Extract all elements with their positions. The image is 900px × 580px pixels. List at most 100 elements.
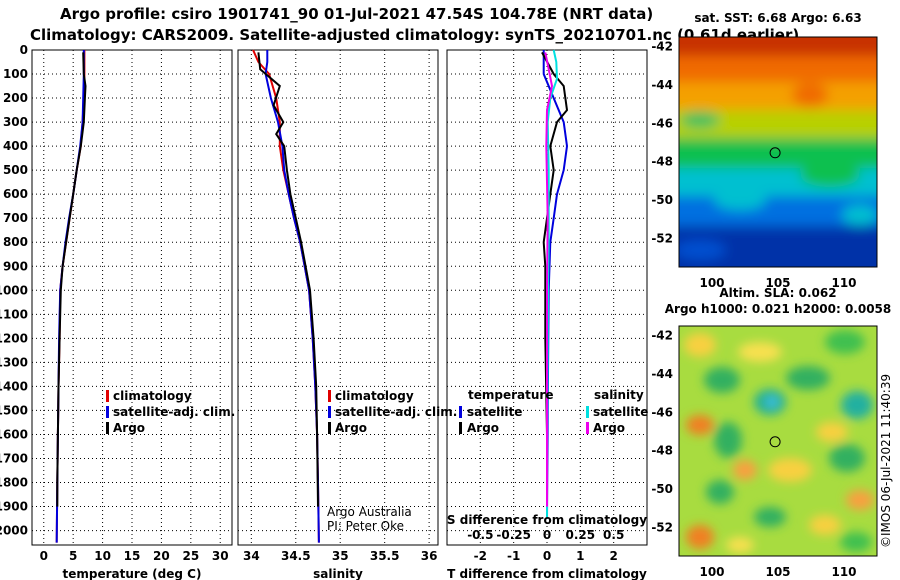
lon-tick-label: 105: [765, 565, 790, 579]
legend-label-climatology: climatology: [113, 389, 192, 403]
depth-tick-label: 1400: [0, 379, 28, 393]
depth-tick-label: 800: [3, 235, 28, 249]
legend-label-climatology: climatology: [335, 389, 414, 403]
temperature-axes-frame: [31, 49, 233, 546]
lat-tick-label: -46: [651, 405, 673, 419]
s-diff-tick-label: 0.5: [603, 528, 624, 542]
depth-tick-label: 1800: [0, 476, 28, 490]
difference-legend-temperature: temperature satellite Argo: [459, 388, 553, 435]
credit-line1: Argo Australia: [327, 505, 412, 519]
sst-lon-tick-labels: 100 105 110: [699, 276, 856, 290]
lat-tick-label: -48: [651, 444, 673, 458]
depth-tick-label: 100: [3, 67, 28, 81]
difference-panel: -2 -1 0 1 2 S difference from climatology -0…: [446, 49, 648, 580]
lat-tick-label: -42: [651, 40, 673, 54]
legend-marker-climatology: [106, 390, 109, 402]
figure-title-line2: Climatology: CARS2009. Satellite-adjuste…: [30, 26, 799, 44]
legend-heading-temperature: temperature: [468, 388, 553, 402]
depth-tick-labels: 0 100 200 300 400 500 600 700 800 900 1000 1100 1200…: [0, 43, 28, 538]
difference-lines: [541, 49, 569, 519]
lon-tick-label: 105: [765, 276, 790, 290]
s-diff-tick-label: 0.25: [566, 528, 596, 542]
x-tick-label: 34: [243, 549, 260, 563]
depth-tick-label: 200: [3, 91, 28, 105]
credit-line2: PI: Peter Oke: [327, 519, 404, 533]
x-tick-label: -2: [474, 549, 487, 563]
x-tick-label: 30: [212, 549, 229, 563]
x-tick-label: 15: [124, 549, 141, 563]
legend-marker-satellite: [106, 406, 109, 418]
x-tick-label: 2: [609, 549, 617, 563]
depth-tick-label: 1300: [0, 355, 28, 369]
x-tick-label: 5: [69, 549, 77, 563]
lat-tick-label: -48: [651, 155, 673, 169]
x-tick-label: 20: [153, 549, 170, 563]
temperature-panel: 0100200300400500600700800900100011001200…: [0, 43, 235, 580]
legend-marker-argo: [328, 422, 331, 434]
argo-location-marker: [769, 147, 781, 159]
sla-map-title-line1: Altim. SLA: 0.062: [719, 286, 836, 300]
legend-label-satellite: satellite-adj. clim.: [113, 405, 235, 419]
legend-marker-t-satellite: [459, 406, 462, 418]
salinity-grid: [238, 49, 438, 545]
temperature-tick-labels: 0 5 10 15 20 25 30: [40, 549, 229, 563]
x-tick-label: 35: [332, 549, 349, 563]
argo-location-marker: [769, 436, 781, 448]
lat-tick-label: -52: [651, 231, 673, 245]
x-tick-label: 25: [182, 549, 199, 563]
difference-legend-salinity: salinity satellite Argo: [586, 388, 648, 435]
series-line-argo: [257, 52, 319, 507]
series-line-salinity-argo: [544, 52, 554, 507]
salinity-xlabel: salinity: [313, 567, 363, 580]
depth-tick-label: 500: [3, 163, 28, 177]
x-tick-label: 0: [40, 549, 48, 563]
legend-marker-s-satellite: [586, 406, 589, 418]
sla-field: [679, 326, 877, 556]
legend-heading-salinity: salinity: [594, 388, 644, 402]
s-difference-label: S difference from climatology: [447, 513, 647, 527]
depth-tick-label: 600: [3, 187, 28, 201]
depth-tick-label: 0: [20, 43, 28, 57]
sst-lat-tick-labels: -42 -44 -46 -48 -50 -52: [651, 40, 673, 246]
series-line-temperature-argo: [541, 51, 569, 507]
sst-map-title: sat. SST: 6.68 Argo: 6.63: [694, 11, 861, 25]
legend-marker-climatology: [328, 390, 331, 402]
depth-tick-label: 1100: [0, 307, 28, 321]
s-difference-tick-labels: -0.5 -0.25 0 0.25 0.5: [467, 528, 624, 542]
temperature-xlabel: temperature (deg C): [63, 567, 202, 580]
sst-map-frame: [678, 36, 878, 268]
legend-marker-satellite: [328, 406, 331, 418]
depth-tick-label: 1700: [0, 451, 28, 465]
s-diff-tick-label: -0.25: [496, 528, 531, 542]
x-tick-label: 34.5: [281, 549, 311, 563]
sla-map-frame: [678, 325, 878, 557]
depth-tick-label: 700: [3, 211, 28, 225]
lon-tick-label: 110: [831, 565, 856, 579]
sst-map-panel: sat. SST: 6.68 Argo: 6.63 -: [651, 11, 878, 290]
temperature-grid: [32, 49, 232, 545]
salinity-tick-labels: 34 34.5 35 35.5 36: [243, 549, 437, 563]
x-tick-label: 1: [576, 549, 584, 563]
depth-tick-label: 2000: [0, 524, 28, 538]
legend-label-t-argo: Argo: [467, 421, 499, 435]
salinity-legend: climatology satellite-adj. clim. Argo: [328, 389, 457, 435]
legend-label-satellite: satellite-adj. clim.: [335, 405, 457, 419]
depth-tick-label: 1900: [0, 500, 28, 514]
lat-tick-label: -50: [651, 193, 673, 207]
sst-field: [679, 37, 877, 267]
legend-label-s-satellite: satellite: [593, 405, 648, 419]
legend-marker-s-argo: [586, 422, 589, 434]
temperature-legend: climatology satellite-adj. clim. Argo: [106, 389, 235, 435]
lat-tick-label: -42: [651, 329, 673, 343]
depth-tick-label: 1600: [0, 427, 28, 441]
x-tick-label: 36: [421, 549, 438, 563]
series-line-salinity-satellite: [546, 49, 559, 519]
s-diff-tick-label: -0.5: [467, 528, 493, 542]
salinity-axes-frame: [237, 49, 439, 546]
lat-tick-label: -52: [651, 520, 673, 534]
legend-label-s-argo: Argo: [593, 421, 625, 435]
difference-tick-labels: -2 -1 0 1 2: [474, 549, 618, 563]
lon-tick-label: 110: [831, 276, 856, 290]
depth-tick-label: 1200: [0, 331, 28, 345]
